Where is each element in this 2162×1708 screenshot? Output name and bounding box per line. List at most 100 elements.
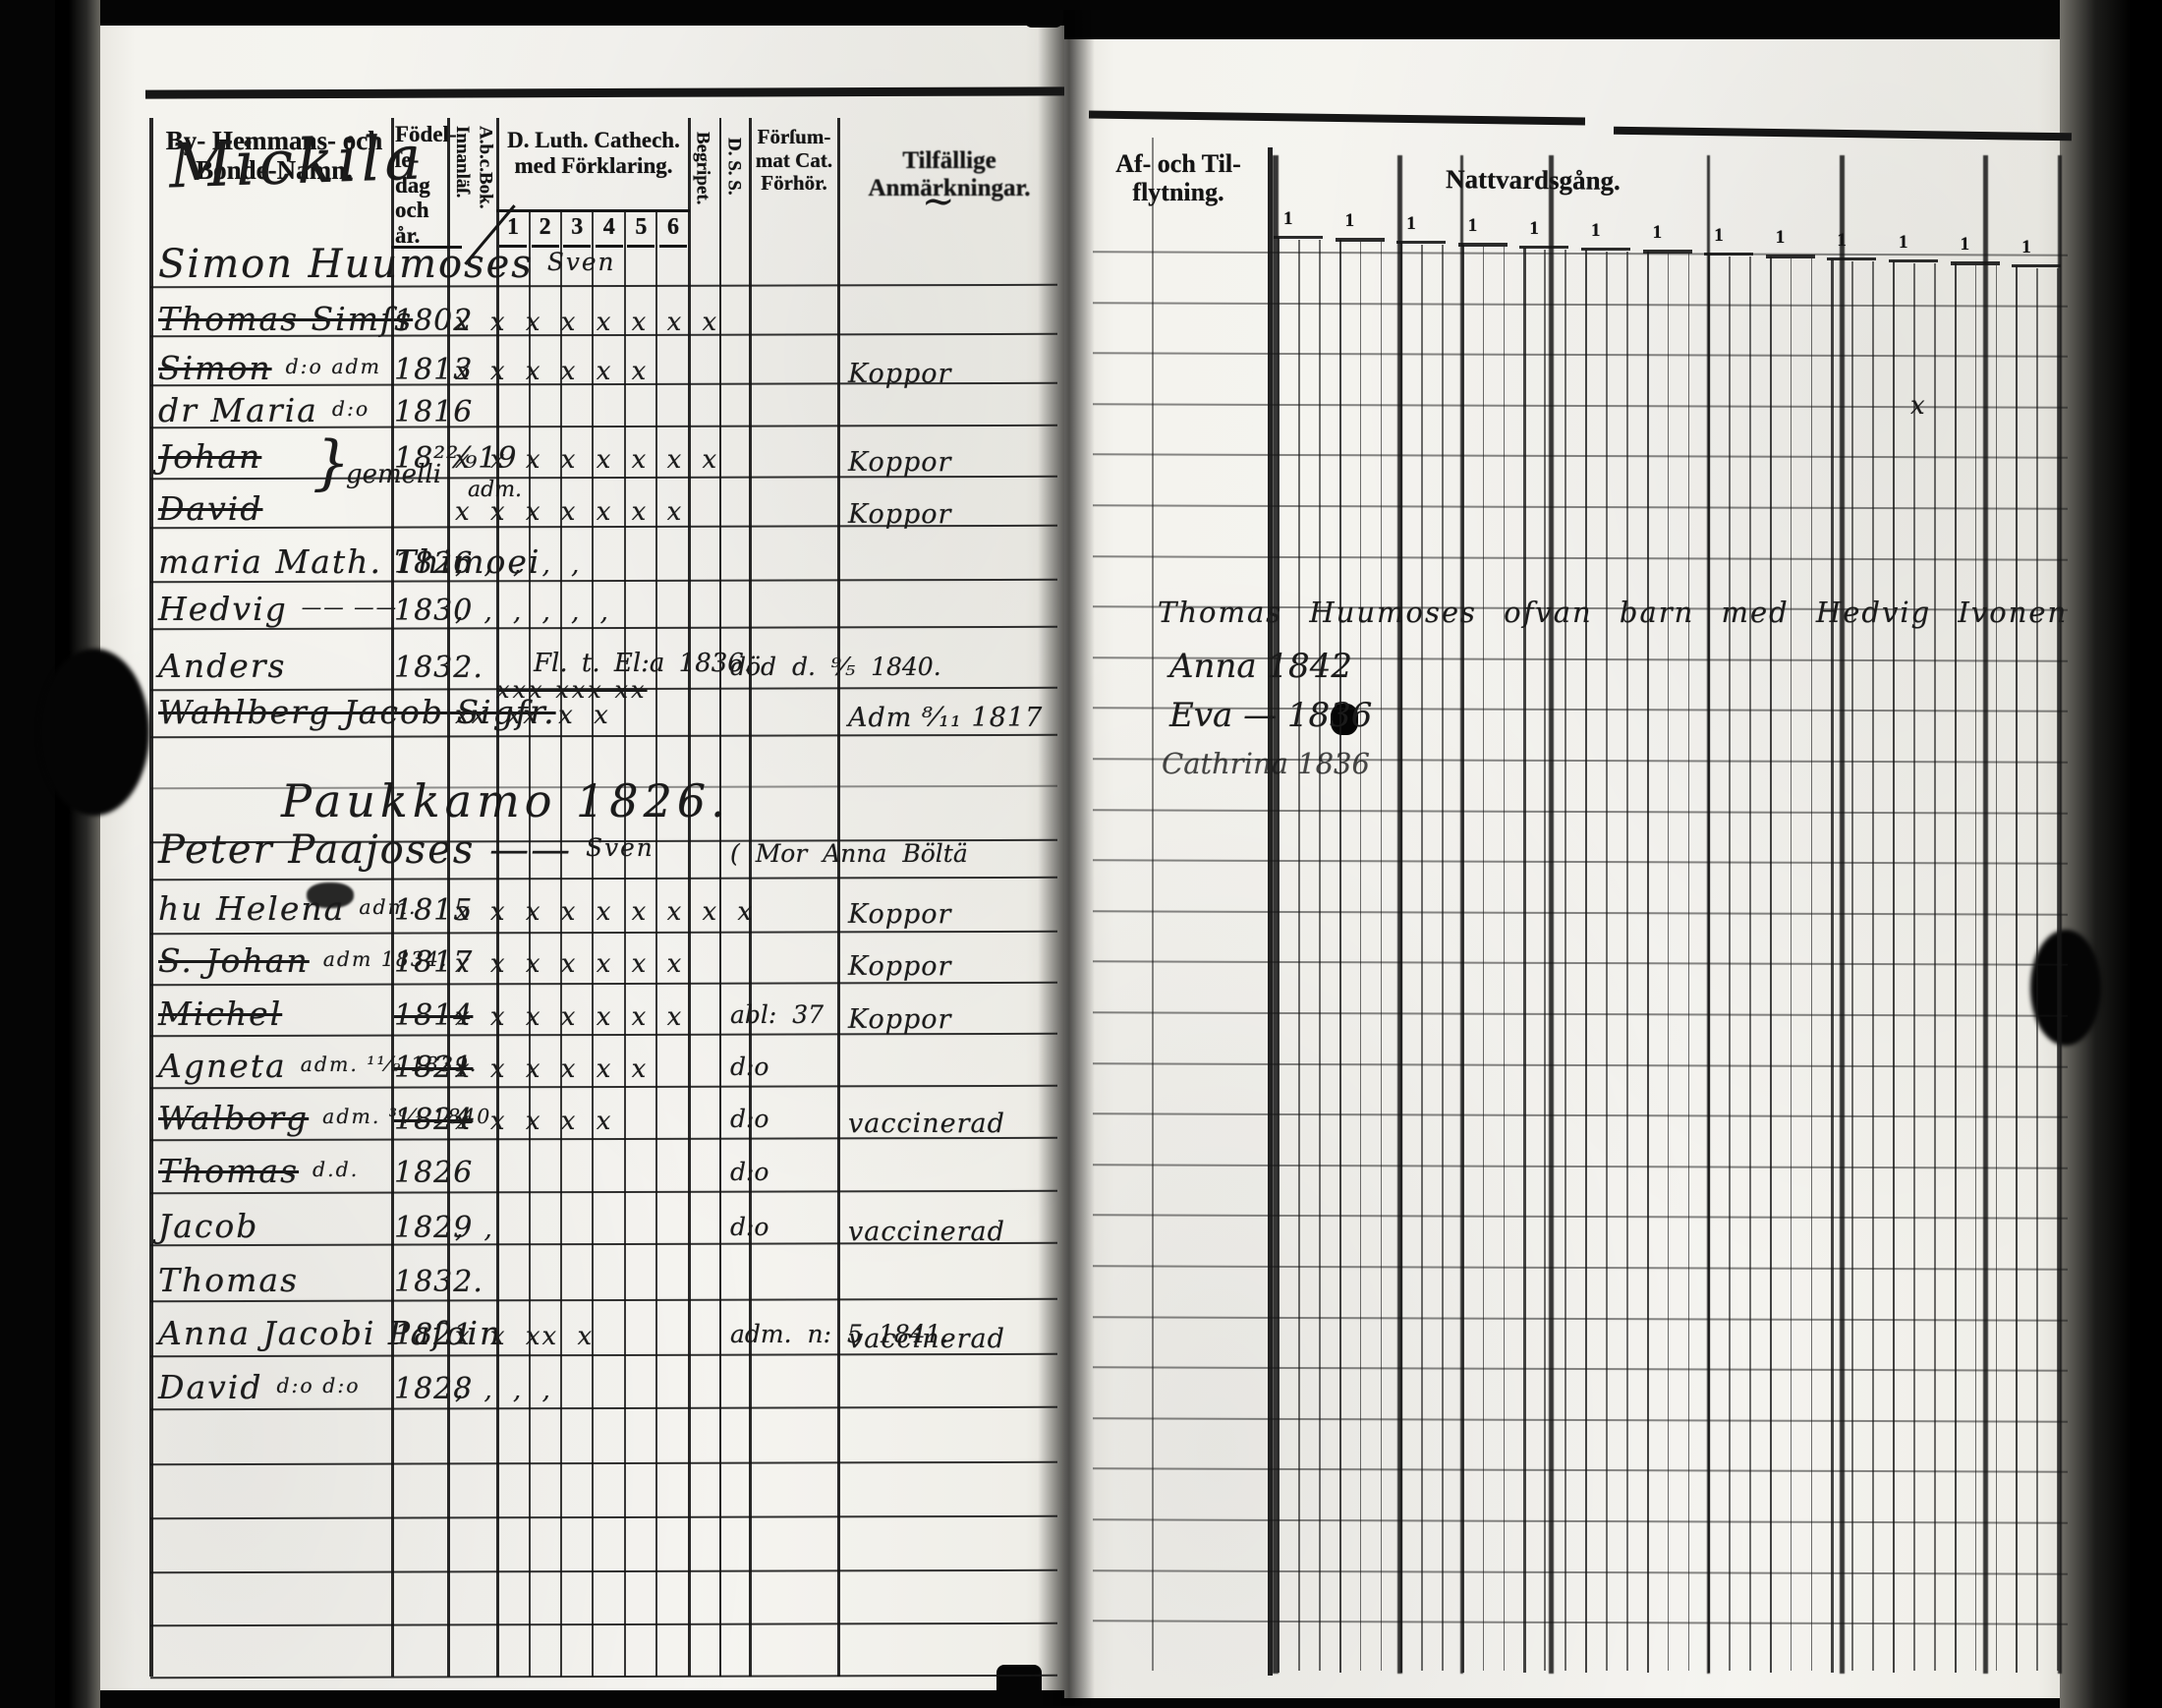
catechism-number: 3	[563, 214, 592, 248]
birth-year: 1817	[394, 945, 474, 980]
table-row: David d:o d:o 1828, , , ,	[152, 1368, 1056, 1419]
section-heading: Paukkamo 1826.	[281, 774, 730, 827]
catechism-number: 6	[659, 214, 687, 248]
remark-note: Koppor	[848, 951, 952, 982]
person-name: Johan	[158, 437, 262, 476]
column-rule	[837, 118, 840, 1677]
table-row: Anna Jacobi Paſoin 1821 x x xx x adm. n: 5 …	[152, 1314, 1056, 1365]
book-edge-right	[2060, 0, 2162, 1708]
communion-inner-rule	[1729, 256, 1731, 1671]
communion-tick-rule	[1642, 250, 1692, 254]
communion-tick-rule	[1581, 248, 1630, 252]
table-row: Simon d:o adm 1813 x x x x x x Koppor	[152, 349, 1056, 400]
communion-tick-label: 1	[1591, 220, 1601, 241]
header-col-anmarkningar: Tilfällige Anmärkningar.	[868, 147, 1031, 201]
table-row: Walborg adm. ³⁰⁄₁ 1840 1824 x x x x x d:o vac…	[152, 1099, 1056, 1150]
anm-squiggle: ~	[922, 179, 955, 224]
examination-note: abl: 37	[730, 1000, 825, 1029]
remark-note: vaccinerad	[848, 1217, 1005, 1247]
catechism-marks: , , , ,	[455, 1376, 552, 1405]
column-rule	[391, 118, 394, 1677]
catechism-subcolumn-rule	[624, 211, 626, 1677]
birth-year: 1830	[394, 594, 474, 628]
ink-bleed-rule	[1983, 155, 1988, 1674]
column-rule	[496, 118, 499, 1677]
communion-inner-rule	[1482, 247, 1485, 1671]
examination-note: död d. ⁹⁄₅ 1840.	[730, 653, 941, 681]
communion-inner-rule	[1503, 247, 1506, 1671]
communion-tick-rule	[1704, 252, 1754, 256]
remark-note: Koppor	[848, 447, 952, 478]
birth-header-rule	[391, 246, 462, 249]
flyttning-inner-rule	[1152, 138, 1154, 1671]
village-heading: Mickila	[167, 121, 427, 202]
table-row: Peter Paajoses —— Sven ( Mor Anna Böltä	[152, 827, 1056, 884]
remark-note: Adm ⁸⁄₁₁ 1817	[848, 703, 1044, 733]
table-row: Thomas 1832.	[152, 1261, 1056, 1312]
communion-group-rule	[1585, 250, 1588, 1673]
communion-tick-rule	[1274, 236, 1323, 240]
table-row: Hedvig —— —— 1830, , , , , ,	[152, 590, 1056, 641]
person-name: Peter Paajoses —— Sven	[158, 827, 654, 873]
communion-tick-rule	[1950, 261, 2000, 265]
communion-tick-label: 1	[1652, 222, 1663, 244]
remark-note: Koppor	[848, 1004, 952, 1035]
catechism-marks: x x x x x x x x	[455, 308, 719, 337]
catechism-marks: x x xx x	[455, 1322, 595, 1351]
communion-tick-label: 1	[2021, 236, 2031, 257]
communion-tick-label: 1	[1529, 217, 1539, 239]
birth-year: 1813	[394, 353, 474, 387]
communion-tick-rule	[1396, 240, 1447, 245]
birth-year: 1824	[394, 1103, 474, 1137]
catechism-marks: , , , , ,	[455, 550, 582, 580]
person-name: Michel	[158, 995, 283, 1033]
remark-note: Koppor	[848, 499, 952, 530]
communion-inner-rule	[1995, 265, 1998, 1671]
communion-group-rule	[1338, 240, 1341, 1673]
communion-group-rule	[2016, 265, 2019, 1673]
examination-note: d:o	[730, 1213, 769, 1241]
page-gutter	[1038, 10, 1095, 1706]
birth-year: 1821	[394, 1318, 474, 1352]
communion-inner-rule	[1298, 240, 1300, 1671]
binding-clip-blob	[39, 649, 149, 816]
book-spine-left	[55, 0, 100, 1708]
communion-tick-label: 1	[1960, 234, 1970, 256]
person-name: Anders	[158, 647, 287, 685]
table-row: Michel 1814 x x x x x x x abl: 37 Koppor	[152, 995, 1056, 1046]
header-col-forsummat: Förſum- mat Cat. Förhör.	[755, 125, 833, 196]
catechism-marks: xx xx x x	[455, 701, 610, 730]
catechism-note: Fl. t. El:a 1836.	[534, 649, 753, 678]
communion-tick-rule	[1889, 259, 1938, 263]
header-col-begripet: Begripet.	[692, 132, 713, 205]
communion-inner-rule	[1442, 244, 1444, 1671]
communion-group-rule	[1278, 238, 1280, 1673]
catechism-subcolumn-rule	[655, 211, 657, 1677]
birth-year: 18²²⁄₉19	[394, 441, 518, 476]
ink-bleed-rule	[2058, 155, 2062, 1674]
communion-inner-rule	[2057, 267, 2059, 1671]
table-row: Simon Huumoses Sven	[152, 242, 1056, 299]
communion-tick-label: 1	[1899, 232, 1908, 253]
communion-group-rule	[1954, 263, 1957, 1673]
column-rule	[149, 118, 153, 1677]
communion-inner-rule	[1687, 254, 1690, 1671]
ink-smudge-helena	[307, 882, 354, 908]
twin-annotation: adm.	[468, 478, 523, 502]
remark-note: Koppor	[848, 359, 952, 389]
right-page-note: Cathrina 1836	[1162, 747, 1370, 780]
column-rule	[447, 118, 450, 1677]
ink-bleed-rule	[1707, 155, 1710, 1674]
table-row: Johan 18²²⁄₉19 x x x x x x x x Koppor	[152, 437, 1056, 488]
edge-blob-right	[2030, 930, 2101, 1046]
person-name: Agneta adm. ¹¹⁄₉ 1839.	[158, 1047, 479, 1085]
communion-tick-rule	[1827, 256, 1877, 260]
person-name: Thomas d.d.	[158, 1152, 360, 1190]
person-name: hu Helena adm.	[158, 889, 418, 928]
right-page-note: Eva — 1836	[1169, 696, 1373, 735]
communion-tick-label: 1	[1714, 224, 1724, 246]
right-page-note: Thomas Huumoses ofvan barn med Hedvig Iv…	[1158, 596, 2069, 629]
communion-group-rule	[1646, 252, 1649, 1673]
table-row: S. Johan adm 1834. 1817 x x x x x x x Koppor	[152, 941, 1056, 993]
communion-inner-rule	[1913, 263, 1915, 1671]
